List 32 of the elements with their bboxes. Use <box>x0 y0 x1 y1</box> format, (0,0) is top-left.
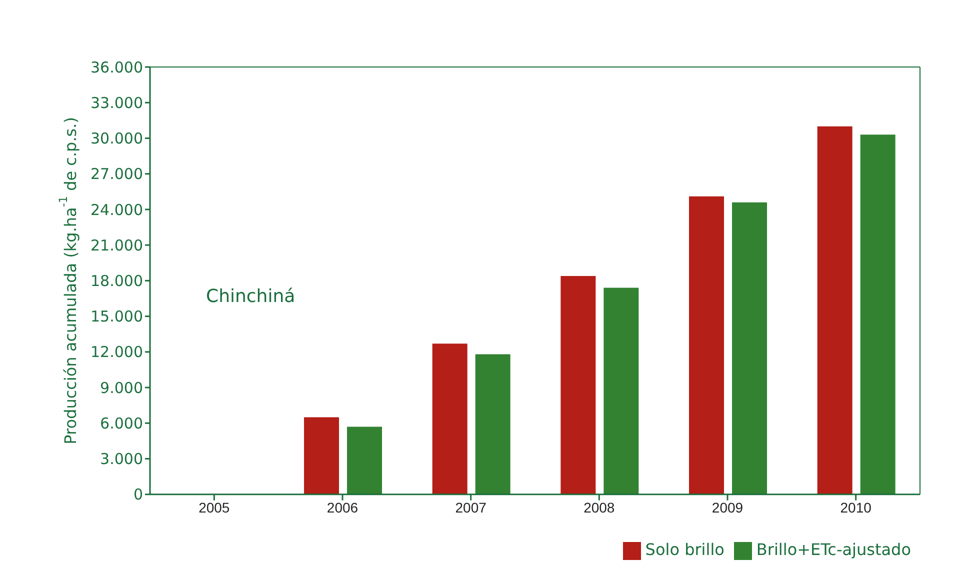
bar <box>689 196 724 494</box>
x-tick-label: 2008 <box>584 499 615 516</box>
x-tick-label: 2007 <box>455 499 487 516</box>
bar <box>732 202 767 494</box>
y-tick-label: 6.000 <box>100 414 143 432</box>
bar <box>432 344 468 494</box>
bar <box>817 126 852 494</box>
x-tick-label: 2005 <box>198 499 230 516</box>
y-tick-label: 21.000 <box>90 236 143 254</box>
bar <box>604 288 639 494</box>
y-tick-label: 9.000 <box>100 378 143 397</box>
bar <box>347 426 382 494</box>
x-tick-label: 2010 <box>840 499 872 516</box>
y-tick-label: 27.000 <box>90 165 143 184</box>
bar <box>475 354 510 494</box>
y-tick-label: 33.000 <box>90 94 143 112</box>
x-tick-label: 2006 <box>326 499 358 516</box>
y-tick-label: 30.000 <box>90 130 143 148</box>
bar <box>860 134 896 494</box>
x-tick-label: 2009 <box>712 499 744 516</box>
y-tick-label: 12.000 <box>90 343 143 362</box>
legend-label: Solo brillo <box>645 540 724 560</box>
legend-label: Brillo+ETc-ajustado <box>756 540 911 560</box>
y-tick-label: 0 <box>133 486 143 504</box>
bar <box>304 417 339 494</box>
y-tick-label: 3.000 <box>100 450 143 468</box>
y-tick-label: 15.000 <box>90 308 143 326</box>
y-tick-label: 24.000 <box>90 200 143 219</box>
y-tick-label: 36.000 <box>90 58 143 76</box>
annotation: Chinchiná <box>206 286 296 307</box>
bar <box>560 276 596 494</box>
y-tick-label: 18.000 <box>90 272 143 290</box>
